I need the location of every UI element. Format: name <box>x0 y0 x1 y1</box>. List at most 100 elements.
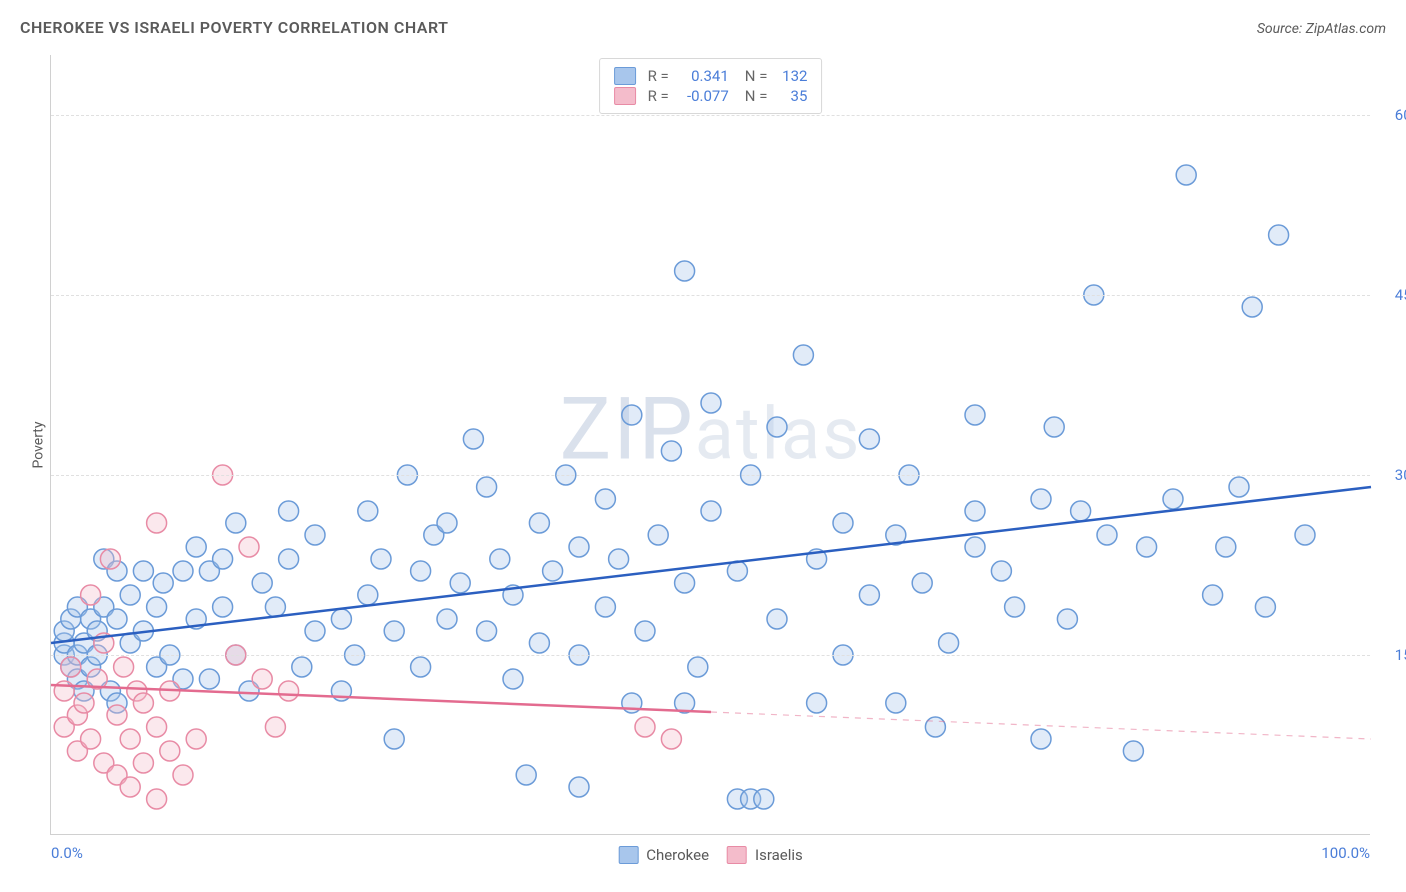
source-label: Source: ZipAtlas.com <box>1257 21 1386 37</box>
stats-legend-box: R =0.341N =132R =-0.077N =35 <box>599 58 823 114</box>
data-point <box>114 657 134 677</box>
data-point <box>727 561 747 581</box>
bottom-legend: CherokeeIsraelis <box>618 846 803 864</box>
data-point <box>1031 729 1051 749</box>
data-point <box>252 573 272 593</box>
chart-svg <box>51 55 1371 835</box>
r-label: R = <box>648 67 669 85</box>
data-point <box>305 621 325 641</box>
data-point <box>186 537 206 557</box>
data-point <box>767 417 787 437</box>
data-point <box>1269 225 1289 245</box>
chart-area: Poverty ZIPatlas R =0.341N =132R =-0.077… <box>50 55 1370 835</box>
data-point <box>133 561 153 581</box>
data-point <box>252 669 272 689</box>
data-point <box>1044 417 1064 437</box>
data-point <box>635 621 655 641</box>
data-point <box>965 537 985 557</box>
gridline <box>51 475 1370 476</box>
data-point <box>265 717 285 737</box>
legend-label: Israelis <box>755 846 803 864</box>
data-point <box>807 693 827 713</box>
data-point <box>160 741 180 761</box>
data-point <box>543 561 563 581</box>
data-point <box>107 705 127 725</box>
y-tick-label: 30.0% <box>1375 466 1406 484</box>
data-point <box>609 549 629 569</box>
data-point <box>437 513 457 533</box>
data-point <box>1071 501 1091 521</box>
data-point <box>74 693 94 713</box>
data-point <box>701 393 721 413</box>
data-point <box>411 561 431 581</box>
data-point <box>279 501 299 521</box>
data-point <box>754 789 774 809</box>
legend-swatch <box>614 87 636 105</box>
x-tick-min: 0.0% <box>51 844 83 862</box>
data-point <box>965 405 985 425</box>
data-point <box>331 609 351 629</box>
gridline <box>51 115 1370 116</box>
y-tick-label: 60.0% <box>1375 106 1406 124</box>
data-point <box>503 669 523 689</box>
data-point <box>1097 525 1117 545</box>
data-point <box>595 597 615 617</box>
data-point <box>1163 489 1183 509</box>
data-point <box>226 513 246 533</box>
data-point <box>279 549 299 569</box>
data-point <box>239 537 259 557</box>
data-point <box>912 573 932 593</box>
gridline <box>51 295 1370 296</box>
data-point <box>939 633 959 653</box>
data-point <box>516 765 536 785</box>
n-value: 35 <box>775 87 807 105</box>
data-point <box>279 681 299 701</box>
data-point <box>675 261 695 281</box>
data-point <box>833 513 853 533</box>
chart-title: CHEROKEE VS ISRAELI POVERTY CORRELATION … <box>20 18 448 37</box>
data-point <box>477 621 497 641</box>
data-point <box>701 501 721 521</box>
data-point <box>133 753 153 773</box>
r-value: -0.077 <box>677 87 729 105</box>
data-point <box>1216 537 1236 557</box>
data-point <box>100 549 120 569</box>
x-tick-max: 100.0% <box>1321 844 1370 862</box>
data-point <box>793 345 813 365</box>
data-point <box>213 549 233 569</box>
data-point <box>661 729 681 749</box>
data-point <box>133 693 153 713</box>
data-point <box>153 573 173 593</box>
data-point <box>635 717 655 737</box>
data-point <box>1295 525 1315 545</box>
data-point <box>81 585 101 605</box>
data-point <box>925 717 945 737</box>
data-point <box>173 561 193 581</box>
data-point <box>595 489 615 509</box>
data-point <box>265 597 285 617</box>
r-value: 0.341 <box>677 67 729 85</box>
data-point <box>1137 537 1157 557</box>
data-point <box>186 729 206 749</box>
data-point <box>147 513 167 533</box>
data-point <box>358 585 378 605</box>
data-point <box>199 669 219 689</box>
legend-item: Israelis <box>727 846 803 864</box>
data-point <box>1242 297 1262 317</box>
data-point <box>305 525 325 545</box>
data-point <box>622 405 642 425</box>
y-axis-label: Poverty <box>31 421 47 468</box>
n-label: N = <box>745 67 768 85</box>
data-point <box>661 441 681 461</box>
gridline <box>51 655 1370 656</box>
data-point <box>147 789 167 809</box>
data-point <box>529 513 549 533</box>
data-point <box>886 693 906 713</box>
data-point <box>529 633 549 653</box>
data-point <box>569 537 589 557</box>
data-point <box>81 729 101 749</box>
data-point <box>120 729 140 749</box>
y-tick-label: 45.0% <box>1375 286 1406 304</box>
data-point <box>450 573 470 593</box>
data-point <box>1057 609 1077 629</box>
